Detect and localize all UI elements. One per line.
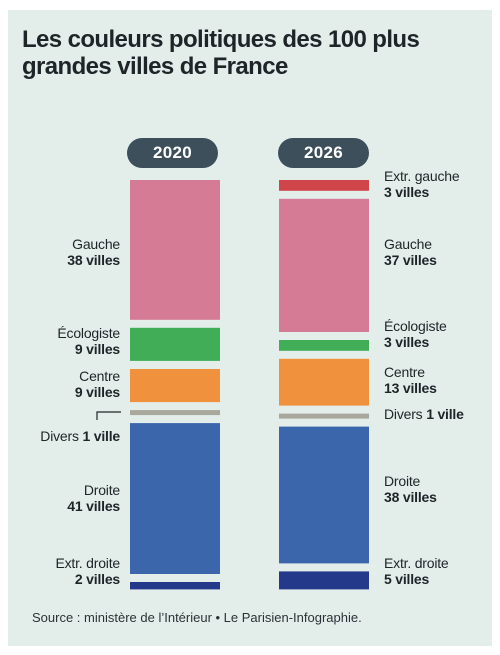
label-2026-extr-gauche: Extr. gauche 3 villes [384,168,460,200]
series-name: Centre [384,364,425,380]
series-name: Divers [40,428,79,444]
chart-title: Les couleurs politiques des 100 plus gra… [22,26,420,80]
source-note: Source : ministère de l’Intérieur • Le P… [32,610,362,625]
bar-segment-2026-centre [279,358,369,406]
series-name: Écologiste [384,318,447,334]
series-name: Extr. droite [55,555,120,571]
series-name: Divers [384,406,423,422]
series-name: Droite [83,482,120,498]
series-count: 38 villes [67,252,120,268]
series-name: Extr. droite [384,555,449,571]
series-name: Écologiste [57,325,120,341]
bar-segment-2020-centre [130,369,220,403]
series-count: 13 villes [384,380,437,396]
label-2026-centre: Centre 13 villes [384,364,437,396]
series-count: 9 villes [74,384,120,400]
chart-panel [8,10,492,646]
label-2020-extr-droite: Extr. droite 2 villes [55,555,120,587]
series-name: Gauche [72,236,120,252]
label-2026-droite: Droite 38 villes [384,473,437,505]
label-2026-extr-droite: Extr. droite 5 villes [384,555,449,587]
bar-segment-2020-divers [130,410,220,416]
label-2020-divers: Divers 1 ville [40,428,120,444]
series-count: 1 ville [426,406,464,422]
bar-segment-2026-droite [279,426,369,564]
series-count: 9 villes [74,341,120,357]
label-2020-centre: Centre 9 villes [75,368,120,400]
bar-segment-2026--cologiste [279,340,369,351]
series-name: Extr. gauche [384,168,460,184]
divers-leader-line [96,411,121,420]
series-count: 3 villes [384,184,430,200]
label-2020-ecologiste: Écologiste 9 villes [57,325,120,357]
series-count: 1 ville [82,428,120,444]
label-2026-divers: Divers 1 ville [384,406,464,422]
series-count: 2 villes [74,571,120,587]
series-name: Droite [384,473,421,489]
label-2020-droite: Droite 41 villes [67,482,120,514]
series-count: 38 villes [384,489,437,505]
year-badge-2026: 2026 [278,138,369,168]
series-count: 41 villes [67,498,120,514]
label-2026-ecologiste: Écologiste 3 villes [384,318,447,350]
series-count: 3 villes [384,334,430,350]
series-name: Centre [79,368,120,384]
year-badge-2020: 2020 [127,138,218,168]
bar-segment-2020-extr-droite [130,582,220,590]
label-2026-gauche: Gauche 37 villes [384,236,437,268]
bar-segment-2020-droite [130,423,220,574]
bar-segment-2020-gauche [130,180,220,320]
bar-segment-2026-divers [279,413,369,419]
series-count: 5 villes [384,571,430,587]
bar-segment-2026-extr-gauche [279,180,369,191]
series-count: 37 villes [384,252,437,268]
series-name: Gauche [384,236,432,252]
bar-segment-2020--cologiste [130,327,220,361]
label-2020-gauche: Gauche 38 villes [67,236,120,268]
bar-segment-2026-extr-droite [279,571,369,590]
bar-segment-2026-gauche [279,198,369,332]
